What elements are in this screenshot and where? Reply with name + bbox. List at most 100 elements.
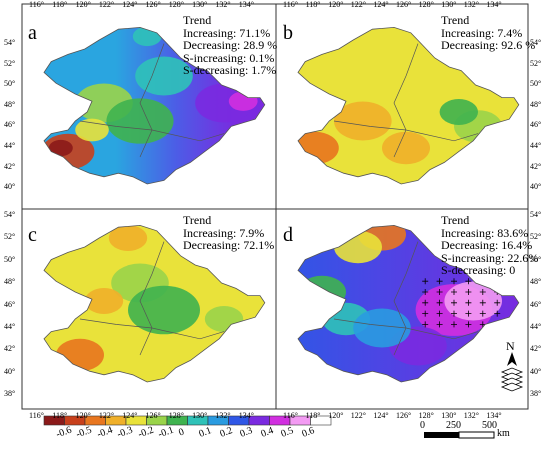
y-tick-label: 44° [530,322,542,331]
scale-tick-label: 0 [420,420,425,431]
y-tick-label: 50° [4,254,16,264]
x-tick-label: 118° [305,411,321,420]
panel-b-letter: b [283,22,293,44]
x-tick-label: 132° [463,411,479,420]
x-tick-label: 118° [305,0,321,9]
trend-decreasing: Decreasing: 28.9 % [183,38,278,52]
y-tick-label: 44° [4,141,16,150]
trend-decreasing: Decreasing: 72.1% [183,238,275,252]
x-tick-label: 126° [396,411,412,420]
x-tick-label: 120° [75,411,91,420]
x-tick-label: 126° [145,0,161,9]
scale-unit: km [497,428,510,439]
y-tick-label: 52° [530,232,542,242]
y-tick-label: 40° [4,182,16,192]
y-tick-label: 44° [530,141,542,150]
y-tick-label: 40° [4,366,16,376]
x-tick-label: 132° [463,0,479,9]
y-tick-label: 50° [530,79,542,89]
x-tick-label: 134° [486,0,502,9]
x-tick-label: 124° [122,0,138,9]
panel-b-trend: Trend Increasing: 7.4% Decreasing: 92.6 … [441,14,535,52]
y-tick-label: 40° [530,182,542,192]
y-tick-label: 48° [530,277,542,287]
x-tick-label: 120° [75,0,91,9]
y-tick-label: 48° [4,277,16,287]
x-tick-label: 122° [350,411,366,420]
x-tick-label: 122° [350,0,366,9]
trend-increasing: Increasing: 71.1% [183,25,271,40]
trend-decreasing: Decreasing: 92.6 % [441,38,536,52]
x-tick-label: 132° [215,0,231,9]
y-tick-label: 54° [530,38,542,47]
y-tick-label: 46° [4,120,16,130]
legend-swatch [310,415,332,426]
trend-title: Trend [183,213,212,227]
y-tick-label: 46° [530,120,542,130]
x-tick-label: 132° [215,411,231,420]
y-tick-label: 54° [4,38,16,47]
x-tick-label: 122° [98,0,115,9]
y-tick-label: 50° [530,254,542,264]
y-tick-label: 40° [530,366,542,376]
y-tick-label: 42° [4,161,16,171]
x-tick-label: 120° [328,411,344,420]
y-tick-label: 46° [4,299,16,309]
scale-tick-label: 250 [446,420,461,431]
x-tick-label: 128° [418,0,434,9]
y-tick-label: 48° [530,99,542,109]
panel-c-trend: Trend Increasing: 7.9% Decreasing: 72.1% [183,214,274,252]
y-tick-label: 52° [4,58,16,68]
trend-increasing: Increasing: 83.6% [441,225,529,240]
x-tick-label: 122° [98,411,115,420]
x-tick-label: 124° [373,411,389,420]
x-tick-label: 128° [168,0,184,9]
map-panel-a [43,26,266,185]
x-tick-label: 130° [441,411,457,420]
trend-decreasing: Decreasing: 16.4% [441,238,533,252]
panel-a-trend: Trend Increasing: 71.1% Decreasing: 28.9… [183,14,277,77]
y-tick-label: 52° [4,232,16,242]
y-tick-label: 42° [530,161,542,171]
north-arrow-icon: N [500,339,524,392]
trend-title: Trend [183,13,212,27]
x-tick-label: 116° [29,411,44,420]
x-tick-label: 128° [418,411,434,420]
x-tick-label: 130° [192,0,208,9]
panel-d-letter: d [283,224,293,246]
y-tick-label: 38° [4,389,16,399]
y-tick-label: 48° [4,99,16,109]
trend-s-increasing: S-increasing: 22.6% [441,250,539,265]
x-tick-label: 124° [122,411,138,420]
trend-increasing: Increasing: 7.9% [183,225,265,240]
panel-a-letter: a [28,22,37,44]
x-tick-label: 124° [373,0,389,9]
y-tick-label: 54° [4,210,16,219]
trend-title: Trend [441,213,470,227]
x-tick-label: 116° [283,411,298,420]
panel-c-letter: c [28,224,37,246]
x-tick-label: 116° [283,0,298,9]
y-tick-label: 46° [530,299,542,309]
x-tick-label: 130° [192,411,208,420]
trend-s-decreasing: S-decreasing: 0 [441,263,516,277]
trend-increasing: Increasing: 7.4% [441,25,523,40]
x-tick-label: 116° [29,0,44,9]
x-tick-label: 134° [238,411,254,420]
y-tick-label: 44° [4,322,16,331]
x-tick-label: 118° [52,411,68,420]
y-tick-label: 52° [530,58,542,68]
scale-bar [424,431,495,439]
scale-tick-label: 500 [482,420,497,431]
x-tick-label: 118° [52,0,68,9]
y-tick-label: 42° [4,344,16,354]
svg-text:N: N [506,339,515,353]
y-tick-label: 38° [530,389,542,399]
trend-title: Trend [441,13,470,27]
y-tick-label: 54° [530,210,542,219]
legend-colorbar [43,415,332,426]
x-tick-label: 120° [328,0,344,9]
x-tick-label: 126° [145,411,161,420]
x-tick-label: 130° [441,0,457,9]
